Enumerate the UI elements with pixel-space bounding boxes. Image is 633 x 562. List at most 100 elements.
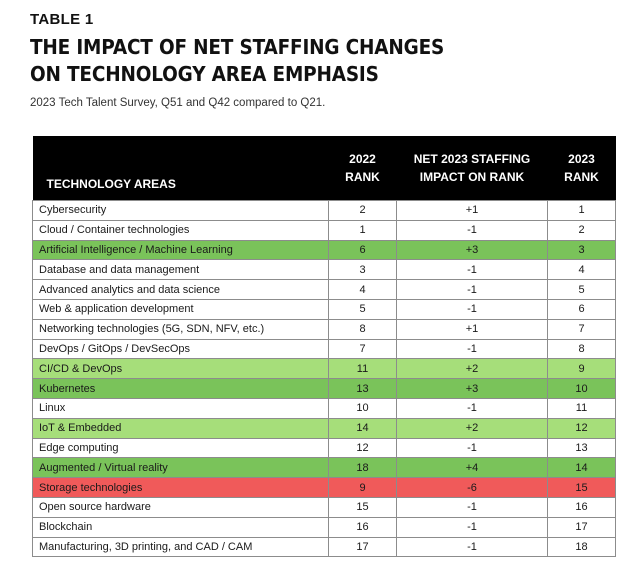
table-row: Edge computing 12 -1 13 [32, 437, 616, 459]
cell-staffing-impact: -1 [396, 397, 548, 419]
cell-rank-2022: 10 [328, 397, 397, 419]
cell-rank-2023: 15 [547, 477, 616, 498]
cell-rank-2022: 2 [328, 200, 397, 221]
cell-rank-2022: 17 [328, 536, 397, 558]
cell-technology-area: Cloud / Container technologies [32, 219, 329, 241]
cell-rank-2023: 14 [547, 457, 616, 479]
table-row: Cloud / Container technologies 1 -1 2 [32, 219, 616, 241]
cell-staffing-impact: +4 [396, 457, 548, 479]
cell-technology-area: Manufacturing, 3D printing, and CAD / CA… [32, 536, 329, 558]
cell-staffing-impact: +2 [396, 358, 548, 380]
cell-technology-area: Open source hardware [32, 496, 329, 518]
cell-staffing-impact: -1 [396, 496, 548, 518]
cell-rank-2022: 1 [328, 219, 397, 241]
cell-staffing-impact: +1 [396, 318, 548, 340]
cell-rank-2022: 15 [328, 496, 397, 518]
column-header-rank-2023-line2: RANK [564, 170, 599, 184]
cell-rank-2023: 13 [547, 437, 616, 459]
cell-rank-2023: 1 [547, 200, 616, 221]
cell-technology-area: Kubernetes [32, 378, 329, 399]
cell-rank-2022: 16 [328, 516, 397, 538]
cell-rank-2023: 2 [547, 219, 616, 241]
cell-technology-area: Networking technologies (5G, SDN, NFV, e… [32, 318, 329, 340]
table-body: Cybersecurity 2 +1 1 Cloud / Container techn… [32, 200, 616, 558]
cell-staffing-impact: -1 [396, 516, 548, 538]
cell-technology-area: Augmented / Virtual reality [32, 457, 329, 479]
cell-rank-2023: 5 [547, 279, 616, 300]
cell-staffing-impact: -1 [396, 338, 548, 360]
table-row: Augmented / Virtual reality 18 +4 14 [32, 457, 616, 479]
table-row: Open source hardware 15 -1 16 [32, 496, 616, 518]
table-row: Storage technologies 9 -6 15 [32, 477, 616, 498]
cell-technology-area: Blockchain [32, 516, 329, 538]
column-header-rank-2023-line1: 2023 [568, 152, 595, 166]
table-row: Networking technologies (5G, SDN, NFV, e… [32, 318, 616, 340]
cell-rank-2023: 7 [547, 318, 616, 340]
cell-technology-area: Cybersecurity [32, 200, 329, 221]
cell-rank-2023: 18 [547, 536, 616, 558]
table-row: Web & application development 5 -1 6 [32, 298, 616, 320]
table-row: Advanced analytics and data science 4 -1 5 [32, 279, 616, 300]
cell-rank-2023: 11 [547, 397, 616, 419]
column-header-rank-2023: 2023 RANK [547, 136, 616, 201]
cell-rank-2022: 5 [328, 298, 397, 320]
cell-staffing-impact: -1 [396, 437, 548, 459]
cell-staffing-impact: -1 [396, 259, 548, 281]
cell-technology-area: Storage technologies [32, 477, 329, 498]
cell-rank-2023: 3 [547, 239, 616, 261]
cell-staffing-impact: -1 [396, 279, 548, 300]
column-header-rank-2022-line1: 2022 [349, 152, 376, 166]
cell-technology-area: DevOps / GitOps / DevSecOps [32, 338, 329, 360]
table-label: TABLE 1 [30, 11, 94, 28]
cell-rank-2023: 8 [547, 338, 616, 360]
column-header-impact-line1: NET 2023 STAFFING [413, 152, 531, 166]
table-row: IoT & Embedded 14 +2 12 [32, 417, 616, 439]
cell-rank-2022: 8 [328, 318, 397, 340]
column-header-rank-2022-line2: RANK [345, 170, 380, 184]
title-line-1: THE IMPACT OF NET STAFFING CHANGES [30, 35, 445, 59]
cell-rank-2023: 6 [547, 298, 616, 320]
cell-staffing-impact: +3 [396, 239, 548, 261]
table-row: Blockchain 16 -1 17 [32, 516, 616, 538]
cell-technology-area: Web & application development [32, 298, 329, 320]
cell-rank-2023: 9 [547, 358, 616, 380]
cell-rank-2022: 18 [328, 457, 397, 479]
cell-rank-2022: 11 [328, 358, 397, 380]
cell-technology-area: Database and data management [32, 259, 329, 281]
cell-rank-2022: 14 [328, 417, 397, 439]
cell-staffing-impact: -6 [396, 477, 548, 498]
column-header-rank-2022: 2022 RANK [328, 136, 397, 201]
table-row: Database and data management 3 -1 4 [32, 259, 616, 281]
table-row: Cybersecurity 2 +1 1 [32, 200, 616, 221]
table-row: DevOps / GitOps / DevSecOps 7 -1 8 [32, 338, 616, 360]
cell-rank-2022: 9 [328, 477, 397, 498]
cell-rank-2022: 6 [328, 239, 397, 261]
cell-staffing-impact: -1 [396, 298, 548, 320]
column-header-impact-line2: IMPACT ON RANK [419, 170, 525, 184]
cell-rank-2022: 7 [328, 338, 397, 360]
cell-rank-2023: 12 [547, 417, 616, 439]
cell-technology-area: Advanced analytics and data science [32, 279, 329, 300]
cell-staffing-impact: +1 [396, 200, 548, 221]
table-row: Manufacturing, 3D printing, and CAD / CA… [32, 536, 616, 558]
column-header-impact: NET 2023 STAFFING IMPACT ON RANK [396, 136, 548, 201]
column-header-area: TECHNOLOGY AREAS [32, 136, 329, 201]
table-row: CI/CD & DevOps 11 +2 9 [32, 358, 616, 380]
cell-staffing-impact: +3 [396, 378, 548, 399]
cell-staffing-impact: -1 [396, 219, 548, 241]
staffing-impact-table: TECHNOLOGY AREAS 2022 RANK NET 2023 STAF… [32, 136, 616, 558]
cell-staffing-impact: -1 [396, 536, 548, 558]
title-line-2: ON TECHNOLOGY AREA EMPHASIS [30, 62, 379, 86]
table-row: Kubernetes 13 +3 10 [32, 378, 616, 399]
cell-rank-2022: 4 [328, 279, 397, 300]
cell-rank-2022: 12 [328, 437, 397, 459]
cell-technology-area: IoT & Embedded [32, 417, 329, 439]
subtitle: 2023 Tech Talent Survey, Q51 and Q42 com… [30, 97, 326, 109]
cell-technology-area: Linux [32, 397, 329, 419]
table-row: Artificial Intelligence / Machine Learni… [32, 239, 616, 261]
table-header-row: TECHNOLOGY AREAS 2022 RANK NET 2023 STAF… [32, 136, 616, 201]
cell-technology-area: Edge computing [32, 437, 329, 459]
cell-rank-2022: 3 [328, 259, 397, 281]
cell-technology-area: CI/CD & DevOps [32, 358, 329, 380]
